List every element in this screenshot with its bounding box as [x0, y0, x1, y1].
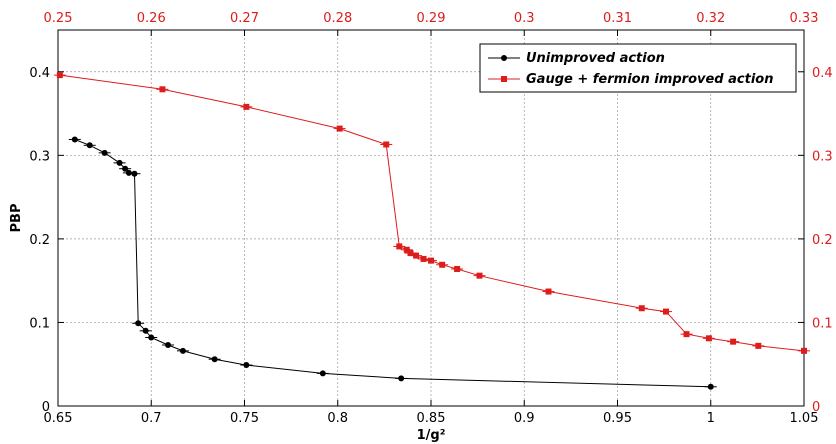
data-point [396, 243, 403, 250]
data-point [476, 272, 483, 279]
legend-marker-unimproved [501, 55, 507, 61]
data-point [243, 362, 250, 369]
x-tick-label: 0.9 [514, 411, 535, 426]
data-point [116, 159, 123, 166]
data-point [122, 165, 129, 172]
data-point [730, 338, 737, 345]
x-tick-label: 0.85 [417, 411, 446, 426]
data-point [336, 125, 343, 132]
x2-tick-label: 0.32 [696, 11, 725, 26]
data-point [420, 255, 427, 262]
legend-box [479, 43, 797, 93]
data-point [211, 356, 218, 363]
data-point [707, 383, 714, 390]
data-point [131, 170, 138, 177]
x-tick-label: 0.65 [44, 411, 73, 426]
data-point [243, 103, 250, 110]
x2-tick-label: 0.31 [603, 11, 632, 26]
x-tick-label: 0.75 [230, 411, 259, 426]
x-tick-label: 0.7 [141, 411, 162, 426]
data-point [319, 370, 326, 377]
y-tick-label: 0.4 [29, 66, 50, 81]
data-point [439, 261, 446, 268]
y2-tick-label: 0.3 [812, 149, 833, 164]
data-point [407, 250, 414, 257]
data-point [148, 334, 155, 341]
x2-tick-label: 0.29 [417, 11, 446, 26]
y-tick-label: 0.1 [29, 316, 50, 331]
x2-tick-label: 0.26 [137, 11, 166, 26]
data-point [403, 246, 410, 253]
x-axis-title: 1/g² [417, 428, 446, 443]
data-point [638, 305, 645, 312]
y-tick-label: 0.2 [29, 233, 50, 248]
x2-tick-label: 0.25 [44, 11, 73, 26]
y2-tick-label: 0.1 [812, 316, 833, 331]
legend-marker-improved [501, 76, 507, 82]
data-point [142, 327, 149, 334]
x2-tick-label: 0.3 [514, 11, 535, 26]
data-point [705, 335, 712, 342]
data-point [125, 169, 132, 176]
data-point [159, 86, 166, 93]
legend-label-unimproved: Unimproved action [526, 51, 665, 66]
series-line-0 [74, 139, 711, 388]
data-point [71, 136, 78, 143]
x2-tick-label: 0.33 [790, 11, 819, 26]
y-tick-label: 0 [42, 400, 50, 415]
x2-tick-label: 0.27 [230, 11, 259, 26]
series-layer [53, 72, 810, 390]
x-tick-label: 1.05 [790, 411, 819, 426]
y2-tick-label: 0.4 [812, 66, 833, 81]
data-point [413, 252, 420, 259]
data-point [428, 257, 434, 264]
data-point [545, 288, 552, 295]
x-tick-label: 0.8 [327, 411, 348, 426]
data-point [179, 347, 186, 354]
y-axis-title: PBP [9, 204, 24, 233]
data-point [755, 342, 762, 349]
data-point [56, 72, 63, 79]
legend: Unimproved action Gauge + fermion improv… [479, 43, 797, 93]
data-point [398, 375, 405, 382]
legend-label-improved: Gauge + fermion improved action [526, 72, 773, 87]
data-point [135, 320, 142, 327]
x2-tick-label: 0.28 [323, 11, 352, 26]
x-tick-label: 0.95 [603, 411, 632, 426]
data-point [801, 347, 807, 354]
data-point [101, 149, 108, 156]
data-point [454, 265, 461, 272]
x-tick-label: 1 [707, 411, 715, 426]
y2-tick-label: 0.2 [812, 233, 833, 248]
y2-tick-label: 0 [812, 400, 820, 415]
data-point [165, 342, 172, 349]
series-line-1 [59, 74, 805, 352]
y-tick-label: 0.3 [29, 149, 50, 164]
data-point [683, 331, 690, 338]
data-point [86, 142, 93, 149]
data-point [662, 308, 669, 315]
data-point [383, 141, 390, 148]
axes-ticks: 0.65 0.7 0.75 0.8 0.85 0.9 0.95 1 1.05 0.25 0.26 0.… [29, 11, 832, 426]
